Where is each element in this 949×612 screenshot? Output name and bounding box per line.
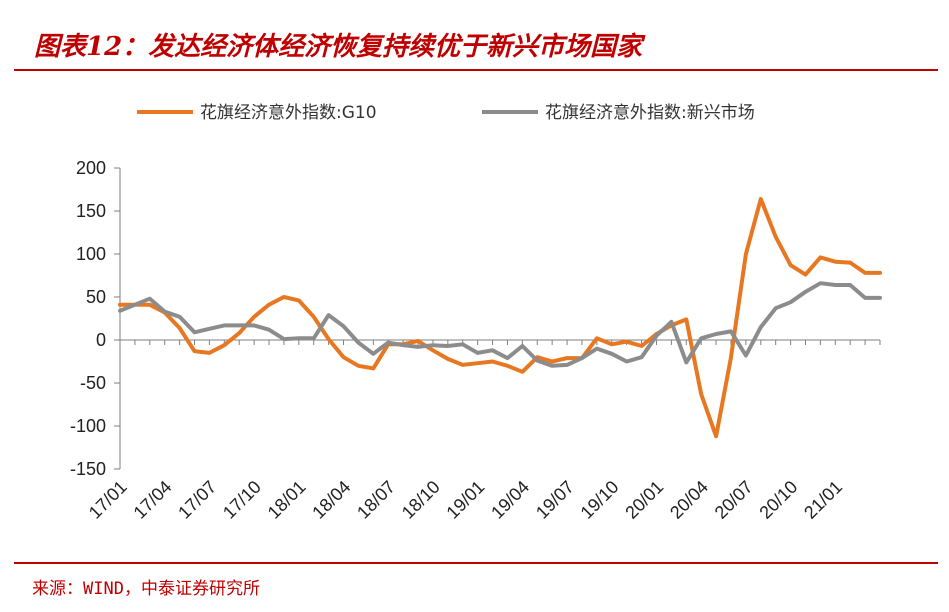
x-tick-label: 18/04 bbox=[308, 477, 354, 523]
x-tick-label: 21/01 bbox=[800, 477, 846, 523]
x-tick-label: 18/01 bbox=[264, 477, 310, 523]
x-tick-label: 19/07 bbox=[532, 477, 578, 523]
x-tick-label: 17/01 bbox=[85, 477, 131, 523]
y-tick-label: 50 bbox=[86, 287, 106, 307]
title-divider bbox=[14, 69, 938, 71]
source-note: 来源：WIND，中泰证券研究所 bbox=[32, 579, 260, 599]
series-group bbox=[118, 197, 882, 439]
y-tick-label: 200 bbox=[76, 158, 106, 178]
x-tick-label: 19/10 bbox=[577, 477, 623, 523]
y-tick-label: 100 bbox=[76, 244, 106, 264]
x-tick-label: 19/01 bbox=[442, 477, 488, 523]
y-axis: 200 150 100 50 0 -50 -100 -150 bbox=[70, 158, 121, 479]
x-tick-label: 20/07 bbox=[711, 477, 757, 523]
x-tick-label: 17/10 bbox=[219, 477, 265, 523]
x-tick-label: 18/07 bbox=[353, 477, 399, 523]
footer-divider bbox=[14, 562, 938, 564]
x-tick-label: 20/10 bbox=[755, 477, 801, 523]
y-tick-label: 150 bbox=[76, 201, 106, 221]
x-tick-label: 19/04 bbox=[487, 477, 533, 523]
chart-title: 图表12：发达经济体经济恢复持续优于新兴市场国家 bbox=[34, 32, 643, 62]
y-tick-label: 0 bbox=[96, 330, 106, 350]
y-tick-label: -100 bbox=[70, 416, 106, 436]
chart-legend: 花旗经济意外指数:G10 花旗经济意外指数:新兴市场 bbox=[137, 103, 755, 123]
x-axis: 17/0117/0417/0717/1018/0118/0418/0718/10… bbox=[85, 339, 881, 523]
x-tick-label: 20/04 bbox=[666, 477, 712, 523]
y-tick-label: -150 bbox=[70, 459, 106, 479]
y-tick-label: -50 bbox=[80, 373, 106, 393]
x-tick-label: 17/04 bbox=[130, 477, 176, 523]
series-line-em bbox=[118, 281, 882, 368]
x-tick-label: 17/07 bbox=[174, 477, 220, 523]
legend-label-em: 花旗经济意外指数:新兴市场 bbox=[545, 103, 755, 123]
legend-label-g10: 花旗经济意外指数:G10 bbox=[200, 103, 377, 123]
x-tick-label: 20/01 bbox=[621, 477, 667, 523]
x-tick-label: 18/10 bbox=[398, 477, 444, 523]
